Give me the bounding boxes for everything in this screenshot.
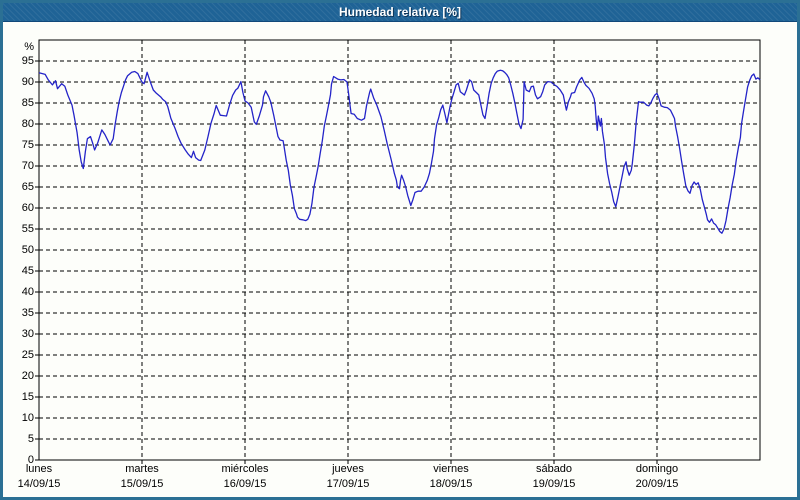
y-axis-tick-label: 55 xyxy=(21,223,34,235)
x-axis-day-label: viernes xyxy=(433,463,469,475)
x-axis-date-label: 15/09/15 xyxy=(120,478,164,490)
y-axis-tick-label: 75 xyxy=(21,139,34,151)
humidity-line xyxy=(38,69,761,234)
x-axis-day-label: sábado xyxy=(535,463,573,475)
x-axis-day-label: miércoles xyxy=(221,463,269,475)
y-axis-tick-label: 10 xyxy=(21,412,34,424)
y-axis-tick-label: 20 xyxy=(21,370,34,382)
y-axis-tick-label: 5 xyxy=(27,433,34,445)
y-axis-unit-label: % xyxy=(24,41,34,53)
x-axis-date-label: 14/09/15 xyxy=(17,478,61,490)
y-axis-tick-label: 35 xyxy=(21,307,34,319)
y-axis-tick-label: 40 xyxy=(21,286,34,298)
title-bar: Humedad relativa [%] xyxy=(3,3,797,22)
y-axis-tick-label: 70 xyxy=(21,160,34,172)
x-axis-date-label: 18/09/15 xyxy=(429,478,473,490)
y-axis-tick-label: 90 xyxy=(21,76,34,88)
y-axis-tick-label: 45 xyxy=(21,265,34,277)
y-axis-tick-label: 25 xyxy=(21,349,34,361)
y-axis-tick-label: 85 xyxy=(21,97,34,109)
x-axis-day-label: jueves xyxy=(332,463,364,475)
y-axis-tick-label: 95 xyxy=(21,55,34,67)
x-axis-day-label: domingo xyxy=(635,463,679,475)
x-axis-day-label: martes xyxy=(125,463,159,475)
x-axis-date-label: 17/09/15 xyxy=(326,478,370,490)
x-axis-date-label: 16/09/15 xyxy=(223,478,267,490)
y-axis-tick-label: 30 xyxy=(21,328,34,340)
y-axis-tick-label: 0 xyxy=(27,454,34,466)
y-axis-tick-label: 65 xyxy=(21,181,34,193)
y-axis-tick-label: 80 xyxy=(21,118,34,130)
x-axis-date-label: 19/09/15 xyxy=(532,478,576,490)
chart-title: Humedad relativa [%] xyxy=(338,5,462,19)
y-axis-tick-label: 50 xyxy=(21,244,34,256)
y-axis-tick-label: 15 xyxy=(21,391,34,403)
x-axis-day-label: lunes xyxy=(25,463,53,475)
y-axis-tick-label: 60 xyxy=(21,202,34,214)
x-axis-date-label: 20/09/15 xyxy=(635,478,679,490)
plot-border xyxy=(38,39,761,461)
